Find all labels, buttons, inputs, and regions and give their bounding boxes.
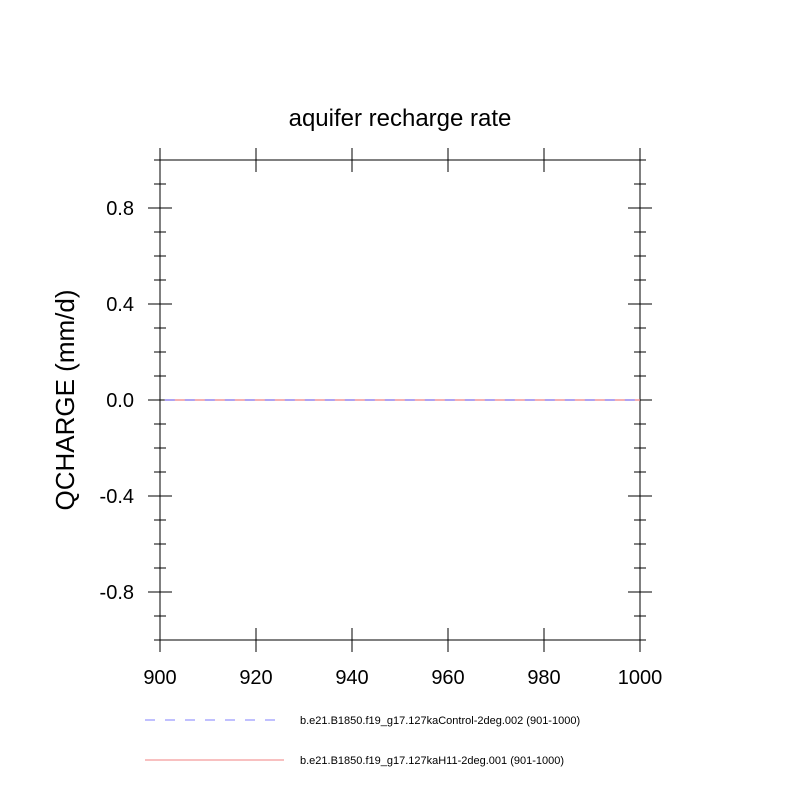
y-tick-label: 0.4 (106, 294, 134, 316)
legend: b.e21.B1850.f19_g17.127kaControl-2deg.00… (145, 715, 580, 767)
x-tick-label: 960 (431, 667, 464, 689)
legend-label-1: b.e21.B1850.f19_g17.127kaControl-2deg.00… (300, 715, 580, 727)
chart-title: aquifer recharge rate (289, 105, 512, 132)
y-tick-label: -0.8 (100, 582, 134, 604)
tick-labels: 900 920 940 960 980 1000 -0.8 -0.4 0.0 0.4 0.8 (100, 198, 663, 689)
x-tick-label: 1000 (618, 667, 663, 689)
x-tick-label: 940 (335, 667, 368, 689)
x-tick-label: 980 (527, 667, 560, 689)
legend-label-2: b.e21.B1850.f19_g17.127kaH11-2deg.001 (9… (300, 755, 564, 767)
x-tick-label: 920 (239, 667, 272, 689)
y-tick-label: 0.0 (106, 390, 134, 412)
x-tick-label: 900 (143, 667, 176, 689)
y-tick-label: 0.8 (106, 198, 134, 220)
y-tick-label: -0.4 (100, 486, 134, 508)
y-axis-label: QCHARGE (mm/d) (50, 290, 80, 511)
